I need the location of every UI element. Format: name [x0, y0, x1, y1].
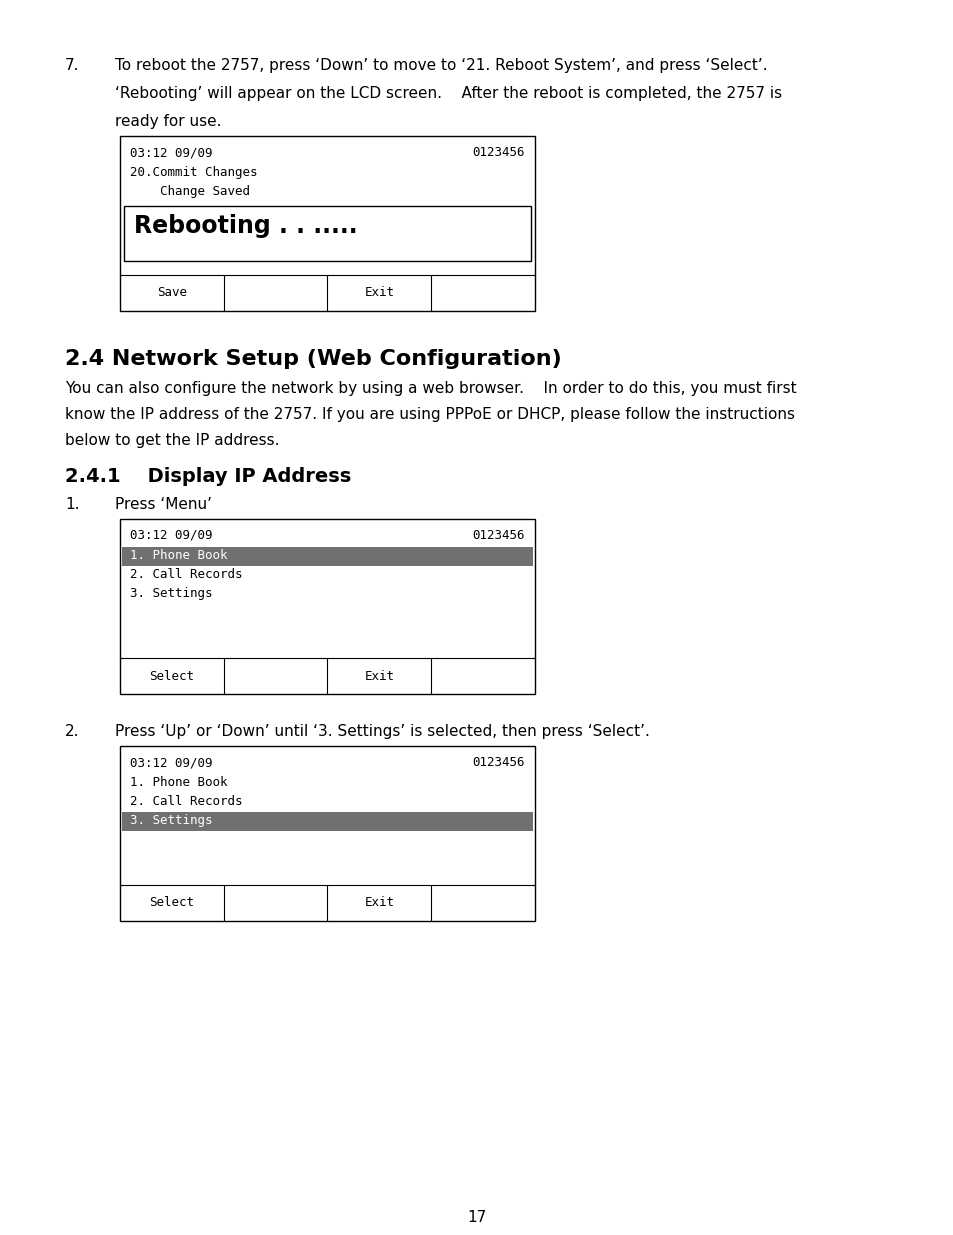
Text: Exit: Exit — [364, 897, 394, 909]
Text: Press ‘Up’ or ‘Down’ until ‘3. Settings’ is selected, then press ‘Select’.: Press ‘Up’ or ‘Down’ until ‘3. Settings’… — [115, 724, 649, 739]
Text: You can also configure the network by using a web browser.    In order to do thi: You can also configure the network by us… — [65, 382, 796, 396]
Text: 1.: 1. — [65, 496, 79, 513]
Text: know the IP address of the 2757. If you are using PPPoE or DHCP, please follow t: know the IP address of the 2757. If you … — [65, 408, 794, 422]
Text: 0123456: 0123456 — [472, 756, 524, 769]
Text: 2.4.1    Display IP Address: 2.4.1 Display IP Address — [65, 467, 351, 487]
Text: Change Saved: Change Saved — [130, 185, 250, 198]
Text: 03:12 09/09: 03:12 09/09 — [130, 529, 213, 542]
Text: Exit: Exit — [364, 287, 394, 300]
Text: 3. Settings: 3. Settings — [130, 814, 213, 827]
Text: ‘Rebooting’ will appear on the LCD screen.    After the reboot is completed, the: ‘Rebooting’ will appear on the LCD scree… — [115, 86, 781, 101]
Text: 0123456: 0123456 — [472, 529, 524, 542]
Text: 2.4 Network Setup (Web Configuration): 2.4 Network Setup (Web Configuration) — [65, 350, 561, 369]
Text: 17: 17 — [467, 1210, 486, 1225]
Bar — [122, 547, 533, 566]
Text: Rebooting . . .....: Rebooting . . ..... — [133, 214, 357, 238]
Text: Exit: Exit — [364, 669, 394, 683]
Bar — [120, 519, 535, 694]
Text: below to get the IP address.: below to get the IP address. — [65, 433, 279, 448]
Text: 1. Phone Book: 1. Phone Book — [130, 550, 227, 562]
Text: ready for use.: ready for use. — [115, 114, 221, 128]
Bar — [122, 811, 533, 831]
Bar — [124, 206, 531, 261]
Text: 1. Phone Book: 1. Phone Book — [130, 776, 227, 789]
Text: 2.: 2. — [65, 724, 79, 739]
Text: 20.Commit Changes: 20.Commit Changes — [130, 165, 257, 179]
Bar — [120, 136, 535, 311]
Bar — [120, 746, 535, 921]
Text: 3. Settings: 3. Settings — [130, 587, 213, 600]
Text: 2. Call Records: 2. Call Records — [130, 795, 242, 808]
Text: 2. Call Records: 2. Call Records — [130, 568, 242, 580]
Text: 0123456: 0123456 — [472, 146, 524, 159]
Text: 03:12 09/09: 03:12 09/09 — [130, 146, 213, 159]
Text: Select: Select — [150, 897, 194, 909]
Text: Select: Select — [150, 669, 194, 683]
Text: Save: Save — [156, 287, 187, 300]
Text: 03:12 09/09: 03:12 09/09 — [130, 756, 213, 769]
Text: To reboot the 2757, press ‘Down’ to move to ‘21. Reboot System’, and press ‘Sele: To reboot the 2757, press ‘Down’ to move… — [115, 58, 767, 73]
Text: Press ‘Menu’: Press ‘Menu’ — [115, 496, 212, 513]
Text: 7.: 7. — [65, 58, 79, 73]
